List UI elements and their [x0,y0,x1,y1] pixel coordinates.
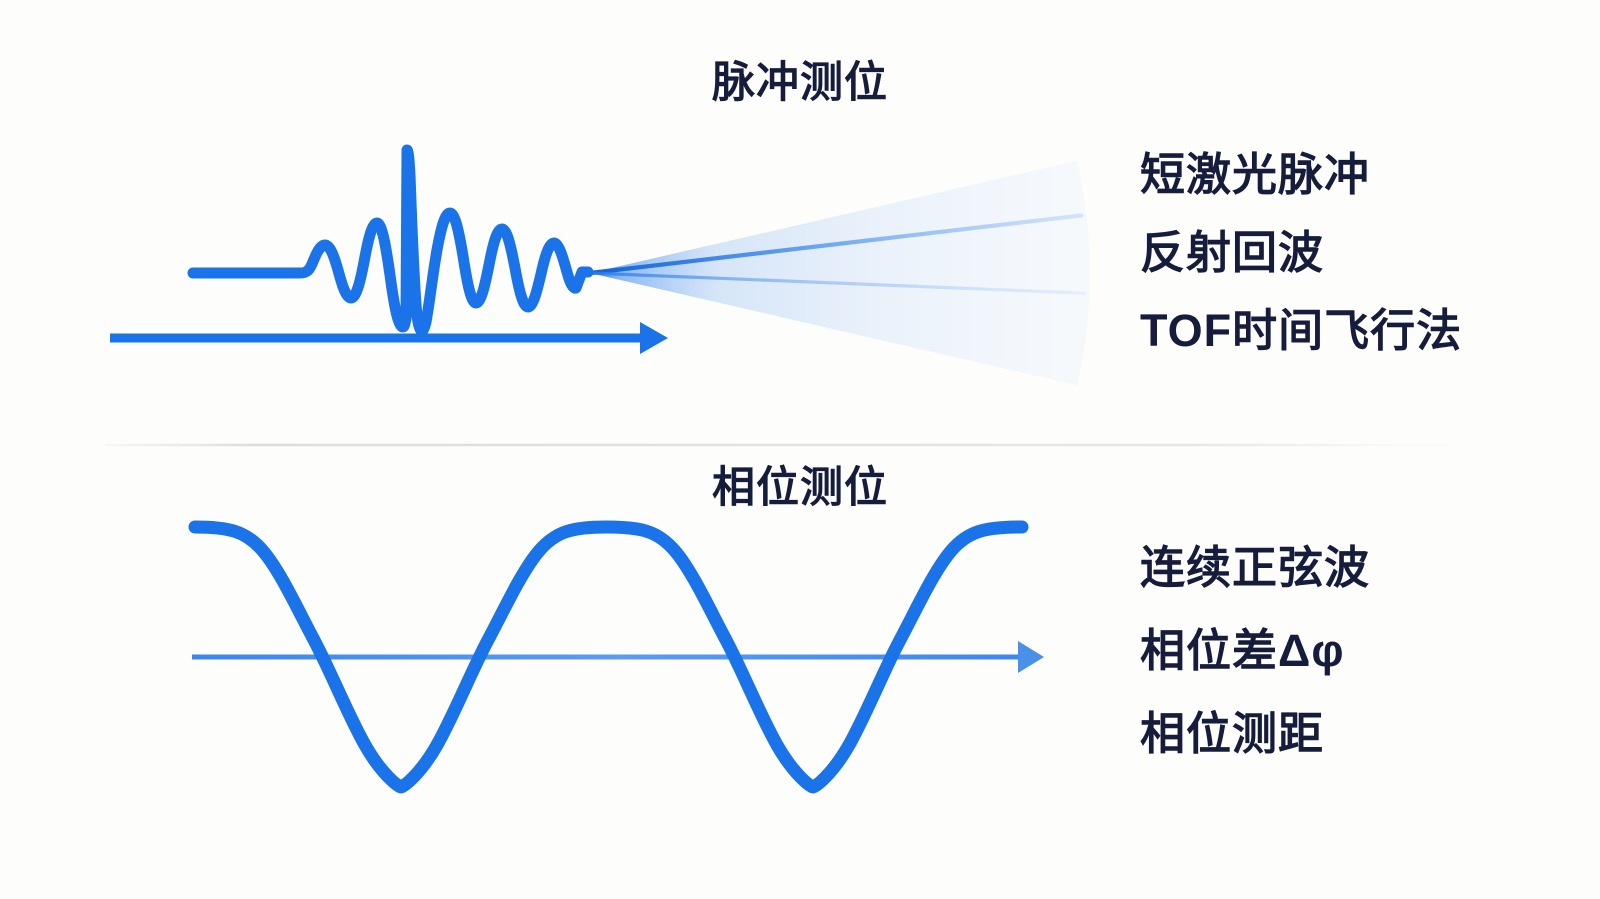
pulse-graphic-group [110,144,1090,386]
pulse-section-title: 脉冲测位 [712,59,888,107]
phase-label-list: 连续正弦波 相位差Δφ 相位测距 [1140,545,1370,756]
phase-section-title: 相位测位 [712,464,888,512]
pulse-waveform [187,144,594,337]
pulse-time-axis-arrow [110,322,668,354]
pulse-label-list: 短激光脉冲 反射回波 TOF时间飞行法 [1140,152,1462,353]
phase-label-2: 相位差Δφ [1140,625,1345,676]
phase-graphic-group [188,520,1044,794]
pulse-label-2: 反射回波 [1140,227,1325,278]
beam-ray-upper [587,213,1084,276]
sine-waveform [188,520,1029,794]
beam-cone-fan [590,160,1090,386]
beam-ray-lower [588,271,1087,295]
phase-label-3: 相位测距 [1140,708,1325,759]
phase-label-1: 连续正弦波 [1140,542,1371,593]
pulse-label-3: TOF时间飞行法 [1140,305,1463,356]
pulse-label-1: 短激光脉冲 [1140,149,1371,200]
